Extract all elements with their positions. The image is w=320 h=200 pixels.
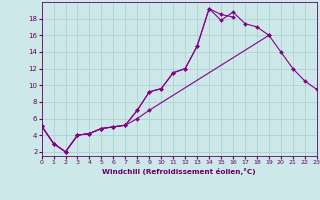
X-axis label: Windchill (Refroidissement éolien,°C): Windchill (Refroidissement éolien,°C) [102,168,256,175]
